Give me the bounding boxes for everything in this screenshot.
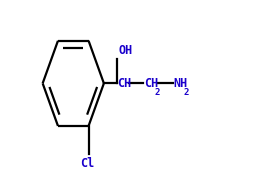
Text: NH: NH [174,77,188,90]
Text: Cl: Cl [80,157,94,170]
Text: CH: CH [117,77,132,90]
Text: 2: 2 [184,88,189,97]
Text: 2: 2 [154,88,160,97]
Text: OH: OH [119,44,133,57]
Text: CH: CH [144,77,158,90]
